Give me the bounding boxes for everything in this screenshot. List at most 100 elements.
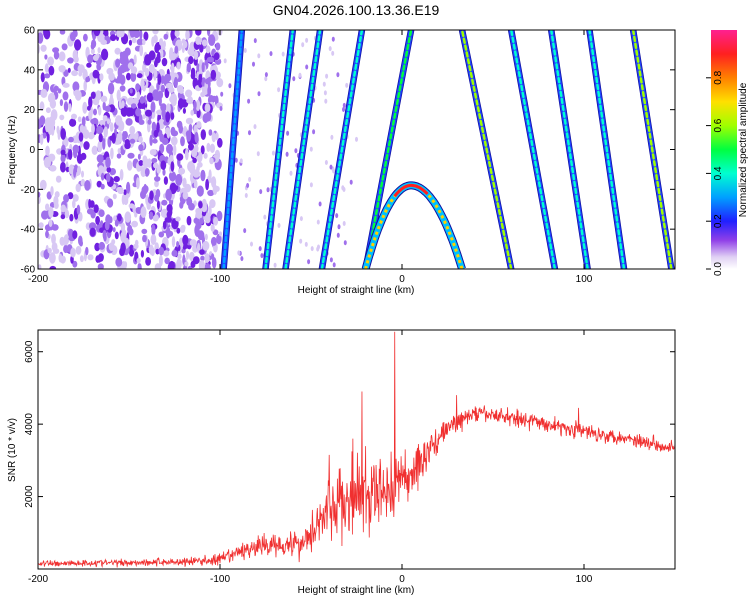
noise-mark [93, 30, 101, 37]
noise-mark [45, 203, 50, 211]
noise-mark [94, 242, 101, 252]
noise-mark [99, 73, 104, 81]
noise-mark [219, 106, 223, 111]
noise-mark [205, 111, 212, 122]
x-tick-label: -100 [210, 274, 230, 285]
noise-mark [194, 131, 199, 144]
noise-mark [187, 161, 194, 172]
noise-mark [209, 157, 214, 165]
noise-mark [156, 200, 160, 210]
noise-mark [192, 157, 197, 164]
noise-mark [97, 263, 104, 269]
noise-mark [266, 187, 270, 193]
noise-mark [202, 240, 210, 251]
noise-mark [105, 156, 111, 168]
noise-mark [215, 132, 219, 141]
noise-mark [100, 183, 105, 190]
noise-mark [144, 67, 150, 77]
noise-mark [51, 224, 59, 231]
noise-mark [208, 34, 216, 46]
noise-mark [103, 126, 108, 138]
noise-mark [158, 246, 165, 256]
noise-mark [210, 236, 217, 246]
noise-mark [116, 153, 122, 159]
noise-mark [149, 134, 153, 146]
noise-mark [112, 227, 116, 233]
noise-mark [59, 99, 64, 107]
snr-frame [37, 329, 676, 570]
noise-mark [256, 151, 260, 157]
streak-negative-core [222, 30, 244, 269]
noise-mark [163, 33, 169, 40]
noise-mark [107, 198, 114, 208]
noise-mark [106, 172, 111, 183]
noise-mark [166, 204, 173, 213]
noise-mark [53, 195, 59, 207]
noise-mark [205, 45, 211, 54]
noise-mark [171, 236, 176, 248]
noise-mark [90, 118, 96, 124]
noise-mark [220, 91, 224, 97]
noise-mark [90, 43, 95, 50]
noise-mark [40, 72, 45, 83]
noise-mark [102, 137, 106, 150]
noise-mark [185, 30, 190, 41]
noise-mark [77, 165, 81, 176]
noise-mark [341, 185, 345, 191]
noise-mark [342, 221, 346, 226]
noise-mark [197, 161, 203, 168]
noise-mark [182, 107, 186, 114]
colorbar-gradient [711, 30, 737, 269]
noise-mark [98, 241, 106, 250]
noise-mark [185, 130, 192, 137]
noise-mark [298, 72, 302, 78]
noise-mark [115, 58, 121, 68]
noise-mark [193, 179, 198, 189]
noise-mark [139, 96, 145, 104]
heatmap-x-ticks: -200 -100 0 100 [28, 30, 593, 285]
noise-mark [69, 31, 76, 42]
noise-mark [116, 89, 121, 102]
noise-mark [72, 144, 80, 154]
noise-mark [299, 216, 303, 222]
noise-mark [205, 178, 210, 191]
noise-mark [192, 244, 198, 253]
noise-mark [140, 78, 145, 89]
noise-mark [161, 57, 168, 67]
noise-mark [257, 53, 261, 59]
noise-mark [100, 95, 108, 103]
noise-mark [342, 107, 345, 112]
y-tick-label: -60 [21, 265, 36, 276]
noise-mark [112, 193, 117, 200]
noise-mark [85, 246, 89, 256]
noise-mark [53, 50, 60, 60]
noise-mark [163, 176, 168, 185]
noise-mark [122, 131, 128, 140]
noise-mark [170, 112, 175, 120]
noise-mark [87, 254, 94, 261]
noise-mark [134, 212, 138, 218]
noise-mark [102, 115, 108, 122]
noise-mark [140, 206, 147, 218]
noise-mark [312, 129, 316, 135]
noise-mark [325, 73, 329, 79]
noise-mark [136, 73, 143, 79]
noise-mark [181, 45, 185, 53]
noise-mark [85, 76, 89, 83]
noise-mark [196, 185, 204, 197]
y-tick-label: 40 [24, 65, 36, 76]
noise-mark [170, 136, 178, 146]
noise-mark [186, 215, 192, 226]
noise-mark [39, 179, 47, 191]
noise-mark [151, 224, 156, 236]
noise-mark [60, 128, 66, 140]
noise-mark [110, 92, 113, 104]
noise-mark [336, 232, 340, 238]
noise-mark [228, 83, 232, 89]
noise-mark [310, 246, 314, 252]
noise-mark [46, 191, 52, 200]
heatmap-x-axis-label: Height of straight line (km) [298, 285, 415, 296]
noise-mark [106, 166, 112, 173]
noise-mark [78, 235, 83, 246]
noise-mark [161, 42, 166, 48]
